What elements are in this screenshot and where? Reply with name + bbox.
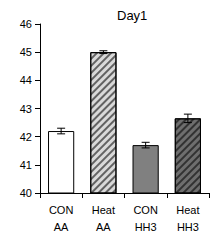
svg-text:45: 45 [20, 46, 32, 58]
svg-text:CON: CON [49, 204, 74, 216]
svg-text:Heat: Heat [176, 204, 199, 216]
svg-text:HH3: HH3 [177, 221, 199, 233]
svg-text:AA: AA [96, 221, 111, 233]
svg-text:Heat: Heat [92, 204, 115, 216]
svg-text:41: 41 [20, 159, 32, 171]
svg-text:Day1: Day1 [117, 8, 147, 23]
svg-text:40: 40 [20, 187, 32, 199]
svg-text:46: 46 [20, 18, 32, 30]
svg-text:42: 42 [20, 131, 32, 143]
svg-text:CON: CON [133, 204, 158, 216]
svg-text:AA: AA [54, 221, 69, 233]
svg-text:43: 43 [20, 103, 32, 115]
svg-text:HH3: HH3 [135, 221, 157, 233]
svg-text:44: 44 [20, 74, 32, 86]
